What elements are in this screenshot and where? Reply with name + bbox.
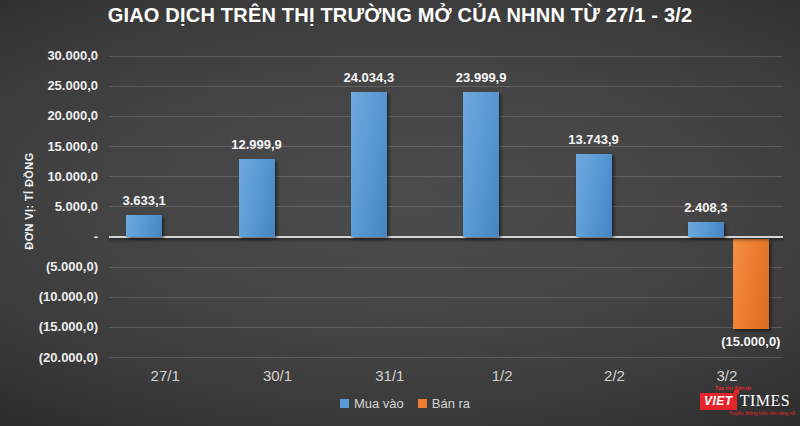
- y-tick-label: 15.000,0: [6, 139, 98, 154]
- zero-axis-line: [109, 236, 783, 238]
- bar-mua-vao: [576, 154, 612, 237]
- x-axis-label: 27/1: [120, 367, 210, 384]
- gridline: [109, 116, 783, 117]
- gridline: [109, 176, 783, 177]
- gridline: [109, 267, 783, 268]
- data-label: 12.999,9: [207, 137, 307, 152]
- bar-mua-vao: [126, 215, 162, 237]
- y-tick-label: (10.000,0): [6, 289, 98, 304]
- gridline: [109, 86, 783, 87]
- viettimes-logo: Tạp chí điện tử VIET TIMES Truyền thông …: [700, 385, 795, 416]
- chart-canvas: GIAO DỊCH TRÊN THỊ TRƯỜNG MỞ CỦA NHNN TỪ…: [0, 0, 800, 426]
- logo-times-text: TIMES: [740, 392, 791, 410]
- x-axis-label: 31/1: [345, 367, 435, 384]
- y-tick-label: 25.000,0: [6, 78, 98, 93]
- data-label: (15.000,0): [701, 334, 800, 349]
- legend: Mua vào Bán ra: [5, 396, 800, 411]
- plot-area: 30.000,0 25.000,0 20.000,0 15.000,0 10.000,0…: [0, 0, 800, 426]
- x-axis-label: 30/1: [233, 367, 323, 384]
- data-label: 24.034,3: [319, 70, 419, 85]
- logo-viet-box: VIET: [700, 393, 737, 410]
- y-tick-label: 20.000,0: [6, 108, 98, 123]
- x-axis-label: 3/2: [682, 367, 772, 384]
- gridline: [109, 357, 783, 358]
- y-tick-label: 10.000,0: [6, 169, 98, 184]
- x-axis-label: 1/2: [457, 367, 547, 384]
- bar-mua-vao: [351, 92, 387, 237]
- gridline: [109, 297, 783, 298]
- bar-mua-vao: [688, 222, 724, 237]
- y-tick-label: 5.000,0: [6, 199, 98, 214]
- legend-label: Bán ra: [432, 396, 470, 411]
- data-label: 23.999,9: [431, 70, 531, 85]
- logo-tagline-bottom: Truyền thông trên nền tảng số: [700, 410, 795, 416]
- bar-ban-ra: [733, 239, 769, 329]
- data-label: 13.743,9: [544, 132, 644, 147]
- legend-label: Mua vào: [354, 396, 404, 411]
- x-axis-label: 2/2: [570, 367, 660, 384]
- gridline: [109, 56, 783, 57]
- legend-item: Mua vào: [340, 396, 404, 411]
- y-tick-label: (20.000,0): [6, 350, 98, 365]
- gridline: [109, 327, 783, 328]
- bar-mua-vao: [239, 159, 275, 237]
- logo-main: VIET TIMES: [700, 392, 795, 410]
- legend-swatch: [340, 399, 349, 408]
- y-tick-label: 30.000,0: [6, 48, 98, 63]
- legend-swatch: [418, 399, 427, 408]
- data-label: 3.633,1: [94, 193, 194, 208]
- legend-item: Bán ra: [418, 396, 470, 411]
- bar-mua-vao: [463, 92, 499, 237]
- y-tick-label: (5.000,0): [6, 259, 98, 274]
- data-label: 2.408,3: [656, 200, 756, 215]
- y-tick-label: -: [6, 229, 98, 244]
- y-tick-label: (15.000,0): [6, 319, 98, 334]
